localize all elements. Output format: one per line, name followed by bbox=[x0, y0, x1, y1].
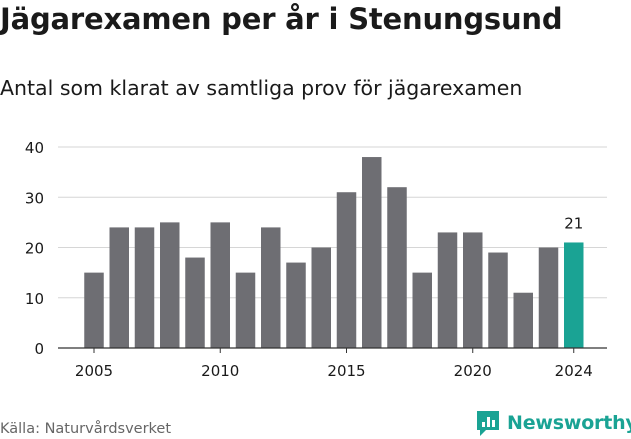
x-tick-label: 2015 bbox=[327, 362, 365, 380]
bar bbox=[538, 247, 559, 348]
bar bbox=[235, 272, 256, 348]
bar bbox=[387, 187, 407, 348]
bar bbox=[488, 252, 508, 348]
bar bbox=[336, 192, 357, 348]
chart-subtitle: Antal som klarat av samtliga prov för jä… bbox=[0, 76, 523, 100]
bar bbox=[311, 247, 331, 348]
chart-title: Jägarexamen per år i Stenungsund bbox=[0, 2, 563, 36]
bar bbox=[84, 272, 104, 348]
bar bbox=[185, 257, 205, 348]
newsworthy-chart-logo-icon bbox=[477, 411, 499, 436]
bar-chart: 0 10 20 30 40 21 2005 2010 2015 2020 2024 bbox=[25, 139, 607, 380]
y-tick-label: 10 bbox=[25, 290, 44, 308]
brand-name: Newsworthy bbox=[507, 412, 631, 434]
x-tick-label: 2010 bbox=[201, 362, 239, 380]
bar bbox=[109, 227, 129, 348]
bar bbox=[160, 222, 180, 348]
y-tick-label: 40 bbox=[25, 139, 44, 157]
y-tick-label: 30 bbox=[25, 189, 44, 207]
bar bbox=[463, 232, 483, 348]
data-label: 21 bbox=[564, 214, 583, 232]
bar bbox=[286, 262, 306, 348]
bar bbox=[261, 227, 281, 348]
x-tick-label: 2005 bbox=[75, 362, 113, 380]
bar bbox=[412, 272, 432, 348]
brand-logo: Newsworthy bbox=[475, 409, 631, 437]
source-note: Källa: Naturvårdsverket bbox=[0, 421, 172, 437]
x-tick-label: 2024 bbox=[555, 362, 593, 380]
bar-highlight bbox=[564, 242, 584, 348]
bar bbox=[437, 232, 458, 348]
x-tick-label: 2020 bbox=[454, 362, 492, 380]
bar bbox=[362, 157, 382, 348]
y-tick-label: 0 bbox=[34, 340, 44, 358]
y-tick-label: 20 bbox=[25, 240, 44, 258]
bar bbox=[513, 292, 533, 348]
bar bbox=[210, 222, 230, 348]
bar bbox=[134, 227, 155, 348]
